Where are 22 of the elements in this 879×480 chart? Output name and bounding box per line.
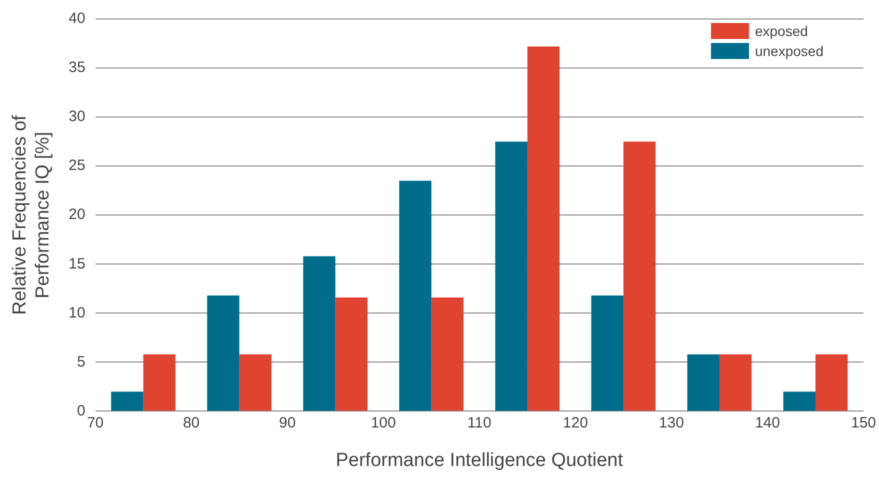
x-tick-label: 120 [562,414,588,432]
y-tick-label: 5 [76,353,86,370]
x-tick-label: 140 [754,414,780,432]
legend-label: exposed [754,22,808,41]
y-tick-label: 10 [68,304,86,322]
y-tick-label: 20 [68,206,86,224]
y-tick-label: 25 [68,157,86,174]
y-axis-title: Relative Frequencies of Performance IQ [%] [10,114,54,315]
y-tick-label: 40 [68,10,86,28]
y-tick-label: 15 [68,255,86,272]
x-axis-title: Performance Intelligence Quotient [336,450,624,471]
x-tick-label: 150 [850,414,876,432]
x-tick-label: 70 [86,414,104,432]
legend-label: unexposed [754,42,824,61]
y-tick-label: 35 [68,59,86,76]
x-tick-label: 110 [467,414,492,432]
x-tick-label: 100 [370,414,396,432]
x-tick-label: 80 [182,414,200,432]
x-tick-label: 90 [278,414,296,432]
y-tick-label: 30 [68,108,86,126]
y-tick-label: 0 [76,402,86,420]
x-tick-label: 130 [658,414,684,432]
